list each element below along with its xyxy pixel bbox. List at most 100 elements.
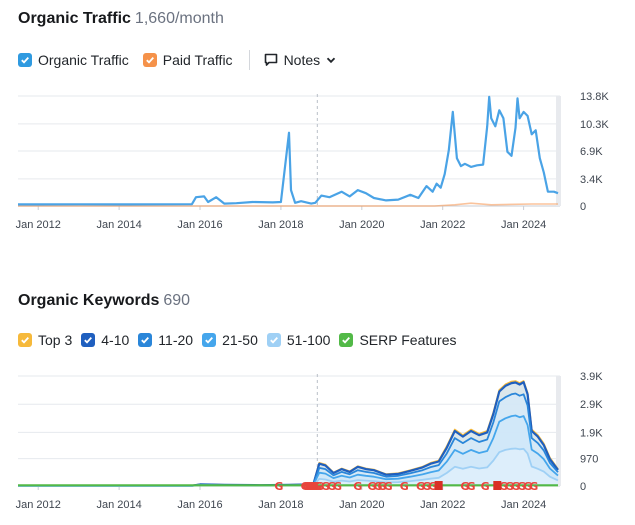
x-tick-label: Jan 2018 [258, 219, 303, 231]
organic-keywords-chart[interactable]: 3.9K 2.9K 1.9K 970 0 Jan 2012 Jan 2014 Jan 2016… [0, 368, 635, 518]
checkbox-checked-icon[interactable] [18, 53, 32, 67]
checkbox-checked-icon[interactable] [138, 333, 153, 347]
x-tick-label: Jan 2012 [16, 499, 61, 511]
google-update-icon[interactable]: G [481, 480, 490, 493]
legend-label: 51-100 [286, 332, 331, 348]
legend-top-3[interactable]: Top 3 [18, 332, 72, 348]
traffic-title-text: Organic Traffic [18, 10, 131, 27]
google-update-icon[interactable]: G [460, 480, 469, 493]
series-51-100-line[interactable] [18, 447, 559, 487]
y-tick-label: 3.9K [580, 371, 603, 383]
y-tick-label: 10.3K [580, 119, 609, 131]
google-update-icon[interactable]: G [307, 480, 316, 493]
legend-organic-traffic[interactable]: Organic Traffic [18, 52, 129, 68]
google-update-icon[interactable]: G [313, 480, 322, 493]
checkbox-checked-icon[interactable] [339, 333, 354, 347]
google-update-icon[interactable]: G [505, 480, 514, 493]
google-update-icon[interactable]: G [400, 480, 409, 493]
google-update-icon[interactable]: G [523, 480, 532, 493]
google-update-icon[interactable]: G [367, 480, 376, 493]
traffic-title: Organic Traffic 1,660/month [18, 10, 224, 28]
y-tick-label: 970 [580, 454, 598, 466]
series-organic-traffic-line[interactable] [18, 95, 559, 206]
legend-51-100[interactable]: 51-100 [266, 332, 331, 348]
google-update-icon[interactable]: G [303, 480, 312, 493]
legend-label: 4-10 [101, 332, 130, 348]
x-tick-label: Jan 2020 [339, 499, 384, 511]
y-tick-label: 1.9K [580, 427, 603, 439]
organic-traffic-chart[interactable]: 13.8K 10.3K 6.9K 3.4K 0 Jan 2012 Jan 2014 Jan 2… [0, 88, 635, 233]
legend-label: 11-20 [158, 332, 194, 348]
series-paid-traffic-line[interactable] [18, 202, 558, 207]
google-update-icon[interactable]: G [353, 480, 362, 493]
x-tick-label: Jan 2016 [177, 499, 222, 511]
series-51-100-area [18, 448, 558, 486]
traffic-legend: Organic Traffic Paid Traffic Notes [18, 50, 342, 70]
google-update-icon[interactable]: G [378, 480, 387, 493]
range-handle[interactable] [556, 376, 561, 486]
x-tick-label: Jan 2014 [96, 219, 141, 231]
chevron-down-icon [326, 57, 336, 64]
google-update-icon[interactable]: G [309, 480, 318, 493]
x-tick-label: Jan 2016 [177, 219, 222, 231]
keywords-title-text: Organic Keywords [18, 292, 160, 309]
series-21-50-line[interactable] [18, 414, 559, 487]
keywords-metric: 690 [163, 292, 191, 309]
google-update-icon[interactable]: G [305, 480, 314, 493]
checkbox-checked-icon[interactable] [202, 333, 217, 347]
x-tick-label: Jan 2014 [96, 499, 141, 511]
google-update-icon[interactable]: G [315, 480, 324, 493]
google-update-icon[interactable]: G [321, 480, 330, 493]
y-tick-label: 13.8K [580, 91, 609, 103]
legend-11-20[interactable]: 11-20 [138, 332, 193, 348]
range-handle[interactable] [556, 96, 561, 206]
legend-4-10[interactable]: 4-10 [81, 332, 129, 348]
alert-marker-icon[interactable] [493, 481, 502, 490]
series-11-20-line[interactable] [18, 392, 559, 487]
y-tick-label: 2.9K [580, 399, 603, 411]
notes-dropdown[interactable]: Notes [264, 52, 343, 68]
google-update-icon[interactable]: G [517, 480, 526, 493]
checkbox-checked-icon[interactable] [266, 333, 281, 347]
google-update-icon[interactable]: G [333, 480, 342, 493]
alert-marker-icon[interactable] [434, 481, 443, 490]
checkbox-checked-icon[interactable] [142, 53, 157, 67]
legend-label: Top 3 [38, 332, 73, 348]
google-update-icon[interactable]: G [428, 480, 437, 493]
google-update-icon[interactable]: G [416, 480, 425, 493]
checkbox-checked-icon[interactable] [18, 333, 32, 347]
google-update-icon[interactable]: G [466, 480, 475, 493]
x-tick-label: Jan 2018 [258, 499, 303, 511]
google-update-icon[interactable]: G [529, 480, 538, 493]
google-update-icon[interactable]: G [327, 480, 336, 493]
google-update-icon[interactable]: G [373, 480, 382, 493]
google-update-icon[interactable]: G [274, 480, 283, 493]
checkbox-checked-icon[interactable] [81, 333, 96, 347]
y-tick-label: 6.9K [580, 146, 603, 158]
traffic-metric: 1,660/month [134, 10, 224, 27]
legend-label: Organic Traffic [38, 52, 129, 68]
legend-paid-traffic[interactable]: Paid Traffic [142, 52, 233, 68]
legend-serp-features[interactable]: SERP Features [339, 332, 456, 348]
x-tick-label: Jan 2024 [501, 219, 546, 231]
y-tick-label: 0 [580, 201, 586, 213]
legend-divider [248, 50, 250, 70]
google-update-icon[interactable]: G [422, 480, 431, 493]
x-tick-label: Jan 2022 [420, 219, 465, 231]
google-update-icon[interactable]: G [384, 480, 393, 493]
notes-label: Notes [283, 52, 321, 68]
x-tick-label: Jan 2012 [16, 219, 61, 231]
y-tick-label: 3.4K [580, 174, 603, 186]
x-tick-label: Jan 2024 [501, 499, 546, 511]
keywords-title: Organic Keywords 690 [18, 292, 190, 310]
google-update-icon[interactable]: G [499, 480, 508, 493]
google-update-icon[interactable]: G [511, 480, 520, 493]
legend-21-50[interactable]: 21-50 [202, 332, 258, 348]
legend-label: SERP Features [359, 332, 457, 348]
x-tick-label: Jan 2022 [420, 499, 465, 511]
google-update-icon[interactable]: G [311, 480, 320, 493]
x-tick-label: Jan 2020 [339, 219, 384, 231]
legend-label: 21-50 [222, 332, 258, 348]
keywords-legend: Top 3 4-10 11-20 21-50 51-100 SERP Featu… [18, 332, 465, 348]
google-update-icon[interactable]: G [301, 480, 310, 493]
